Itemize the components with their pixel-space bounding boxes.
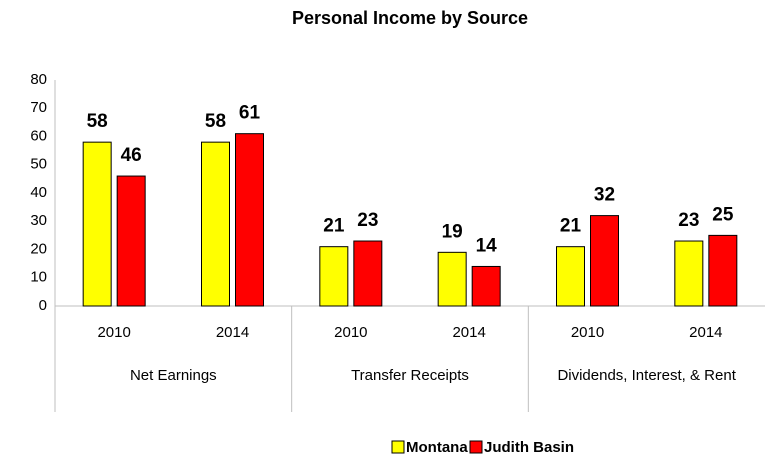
bar [82,141,112,307]
legend-label: Montana [406,439,468,456]
legend-swatch [469,440,483,454]
legend-swatch [391,440,405,454]
group-label: Dividends, Interest, & Rent [557,367,736,384]
bar [353,240,383,307]
legend-label: Judith Basin [484,439,574,456]
data-label: 61 [239,103,261,124]
y-tick-label: 50 [30,156,47,173]
data-label: 21 [560,216,582,237]
x-tick-label: 2010 [97,324,130,341]
x-tick-label: 2010 [334,324,367,341]
data-label: 23 [357,210,378,231]
y-tick-label: 60 [30,127,47,144]
data-label: 58 [205,111,226,132]
x-tick-label: 2014 [689,324,722,341]
bar [471,265,501,307]
bar [708,234,738,307]
bar [437,251,467,307]
bar [116,175,146,307]
data-label: 23 [678,210,699,231]
y-tick-label: 20 [30,240,47,257]
x-tick-label: 2014 [452,324,485,341]
bar [235,133,264,307]
data-label: 14 [476,235,498,256]
y-tick-label: 80 [30,71,47,88]
data-label: 58 [87,111,108,132]
data-label: 32 [594,185,615,206]
group-label: Transfer Receipts [351,367,469,384]
data-label: 19 [442,221,463,242]
y-tick-label: 40 [30,184,47,201]
group-label: Net Earnings [129,367,217,384]
data-label: 25 [712,204,734,225]
bar [590,215,619,307]
bar [556,246,585,307]
y-tick-label: 10 [30,269,47,286]
y-tick-label: 0 [39,297,47,314]
chart-title: Personal Income by Source [292,8,528,28]
bar [201,141,230,307]
data-label: 21 [323,216,345,237]
bar [674,240,704,307]
data-label: 46 [121,145,142,166]
x-tick-label: 2014 [216,324,249,341]
y-tick-label: 30 [30,212,47,229]
x-tick-label: 2010 [571,324,604,341]
y-tick-label: 70 [30,99,47,116]
bar [319,246,349,307]
